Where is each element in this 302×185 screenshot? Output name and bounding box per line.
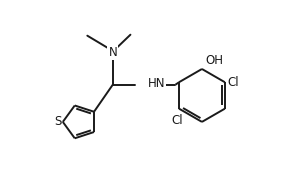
Text: OH: OH — [205, 54, 223, 67]
Text: Cl: Cl — [228, 76, 239, 89]
Text: Cl: Cl — [171, 114, 183, 127]
Text: HN: HN — [148, 77, 165, 90]
Text: S: S — [54, 115, 61, 128]
Text: N: N — [108, 46, 117, 59]
